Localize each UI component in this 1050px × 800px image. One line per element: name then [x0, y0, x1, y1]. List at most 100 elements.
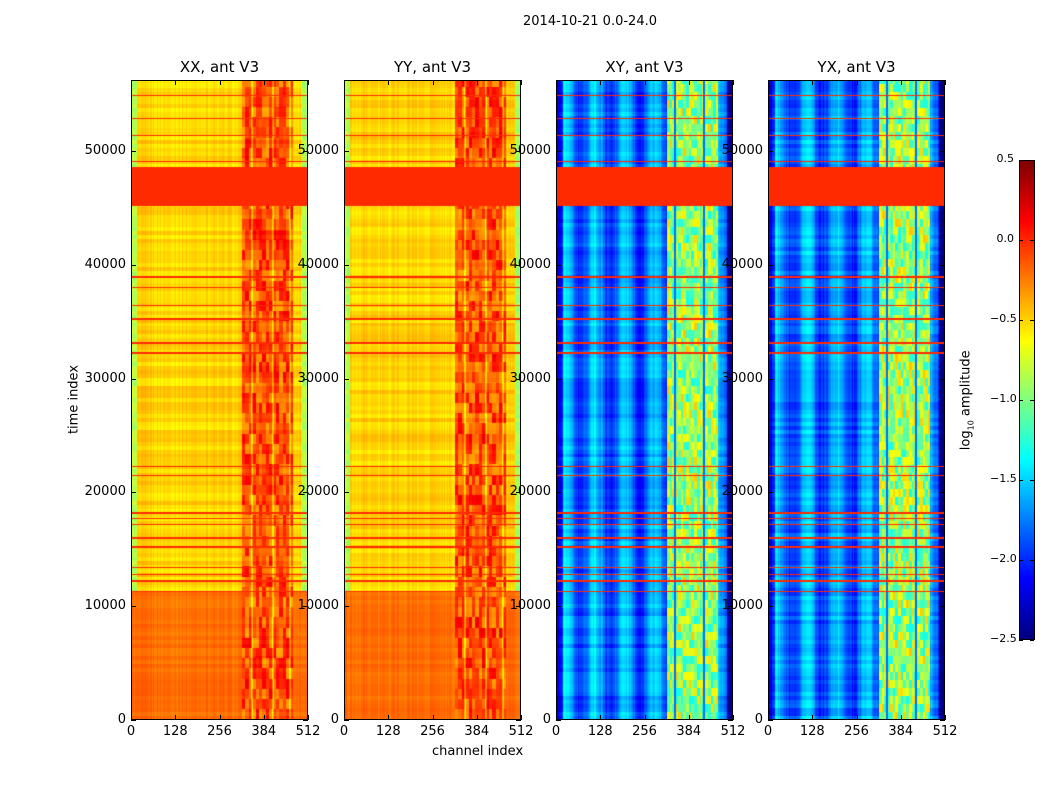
colorbar-tick-mark	[1019, 640, 1023, 641]
heatmap-image	[132, 81, 307, 719]
y-tick-mark	[728, 492, 733, 494]
y-tick-mark	[728, 264, 733, 266]
colorbar-tick-label: −2.0	[990, 552, 1017, 565]
y-tick-mark	[940, 492, 945, 494]
x-tick-mark	[600, 80, 602, 85]
x-tick-label: 384	[888, 724, 914, 739]
x-tick-mark	[733, 80, 734, 85]
x-tick-label: 256	[844, 724, 869, 739]
y-tick-label: 30000	[84, 370, 126, 386]
y-tick-mark	[516, 264, 521, 266]
panel-title: XX, ant V3	[179, 58, 260, 76]
x-tick-mark	[388, 715, 390, 720]
colorbar-tick-mark	[1030, 400, 1034, 401]
colorbar-label: log10 amplitude	[958, 350, 976, 451]
x-tick-label: 384	[464, 724, 490, 739]
x-tick-mark	[476, 80, 478, 85]
y-tick-label: 40000	[509, 256, 551, 272]
x-tick-mark	[344, 80, 345, 85]
x-tick-label: 128	[799, 724, 825, 739]
y-tick-label: 20000	[84, 484, 126, 500]
colorbar-tick-label: 0.0	[996, 232, 1015, 245]
colorbar-tick-mark	[1019, 160, 1023, 161]
y-tick-mark	[768, 606, 773, 608]
heatmap-image	[769, 81, 944, 719]
colorbar-tick-mark	[1019, 240, 1023, 241]
y-tick-mark	[344, 264, 349, 266]
x-tick-mark	[556, 80, 557, 85]
x-tick-mark	[945, 80, 946, 85]
y-tick-mark	[940, 264, 945, 266]
y-tick-label: 10000	[721, 598, 763, 614]
x-tick-mark	[432, 80, 434, 85]
y-tick-mark	[768, 720, 773, 721]
x-tick-mark	[856, 715, 858, 720]
y-tick-mark	[516, 378, 521, 380]
panel-title: YY, ant V3	[393, 58, 471, 76]
x-tick-mark	[476, 715, 478, 720]
x-tick-mark	[432, 715, 434, 720]
y-tick-mark	[131, 720, 136, 721]
heatmap-panel-auto	[344, 80, 521, 720]
x-tick-label: 128	[162, 724, 188, 739]
colorbar-tick-mark	[1030, 320, 1034, 321]
x-tick-mark	[521, 715, 522, 720]
x-tick-label: 512	[932, 724, 958, 739]
colorbar-tick-mark	[1019, 480, 1023, 481]
colorbar-tick-mark	[1030, 240, 1034, 241]
y-tick-mark	[131, 151, 136, 153]
colorbar-tick-label: −0.5	[990, 312, 1017, 325]
y-tick-label: 40000	[297, 256, 339, 272]
x-tick-label: 256	[207, 724, 232, 739]
x-tick-label: 512	[508, 724, 534, 739]
x-tick-mark	[263, 715, 265, 720]
y-tick-mark	[303, 606, 308, 608]
y-tick-mark	[516, 492, 521, 494]
y-tick-mark	[768, 492, 773, 494]
y-tick-mark	[303, 720, 308, 721]
colorbar-tick-label: −1.5	[990, 472, 1017, 485]
y-tick-mark	[940, 378, 945, 380]
colorbar-tick-mark	[1030, 640, 1034, 641]
colorbar-tick-mark	[1030, 480, 1034, 481]
y-tick-label: 20000	[721, 484, 763, 500]
x-tick-label: 0	[339, 724, 349, 739]
x-tick-mark	[644, 715, 646, 720]
y-tick-label: 40000	[84, 256, 126, 272]
y-tick-label: 50000	[297, 143, 339, 159]
y-tick-label: 50000	[721, 143, 763, 159]
y-tick-mark	[728, 606, 733, 608]
y-tick-label: 30000	[509, 370, 551, 386]
x-tick-mark	[644, 80, 646, 85]
x-tick-mark	[388, 80, 390, 85]
y-tick-label: 10000	[509, 598, 551, 614]
y-tick-mark	[556, 492, 561, 494]
y-tick-mark	[556, 264, 561, 266]
y-tick-mark	[131, 606, 136, 608]
x-tick-label: 0	[126, 724, 136, 739]
x-tick-mark	[344, 715, 345, 720]
y-tick-mark	[556, 151, 561, 153]
colorbar-tick-mark	[1019, 560, 1023, 561]
x-tick-mark	[812, 715, 814, 720]
y-tick-mark	[516, 606, 521, 608]
y-tick-mark	[131, 378, 136, 380]
y-tick-label: 10000	[84, 598, 126, 614]
x-tick-label: 256	[420, 724, 445, 739]
y-tick-label: 0	[117, 712, 126, 727]
colorbar-tick-mark	[1019, 400, 1023, 401]
y-tick-mark	[303, 378, 308, 380]
x-tick-mark	[600, 715, 602, 720]
x-tick-mark	[688, 715, 690, 720]
y-tick-mark	[303, 492, 308, 494]
x-tick-mark	[768, 715, 769, 720]
y-tick-label: 10000	[297, 598, 339, 614]
heatmap-image	[345, 81, 520, 719]
x-tick-mark	[900, 715, 902, 720]
x-tick-label: 384	[676, 724, 702, 739]
y-tick-mark	[940, 151, 945, 153]
x-tick-mark	[521, 80, 522, 85]
y-tick-mark	[516, 720, 521, 721]
x-tick-mark	[219, 715, 221, 720]
y-tick-mark	[131, 264, 136, 266]
